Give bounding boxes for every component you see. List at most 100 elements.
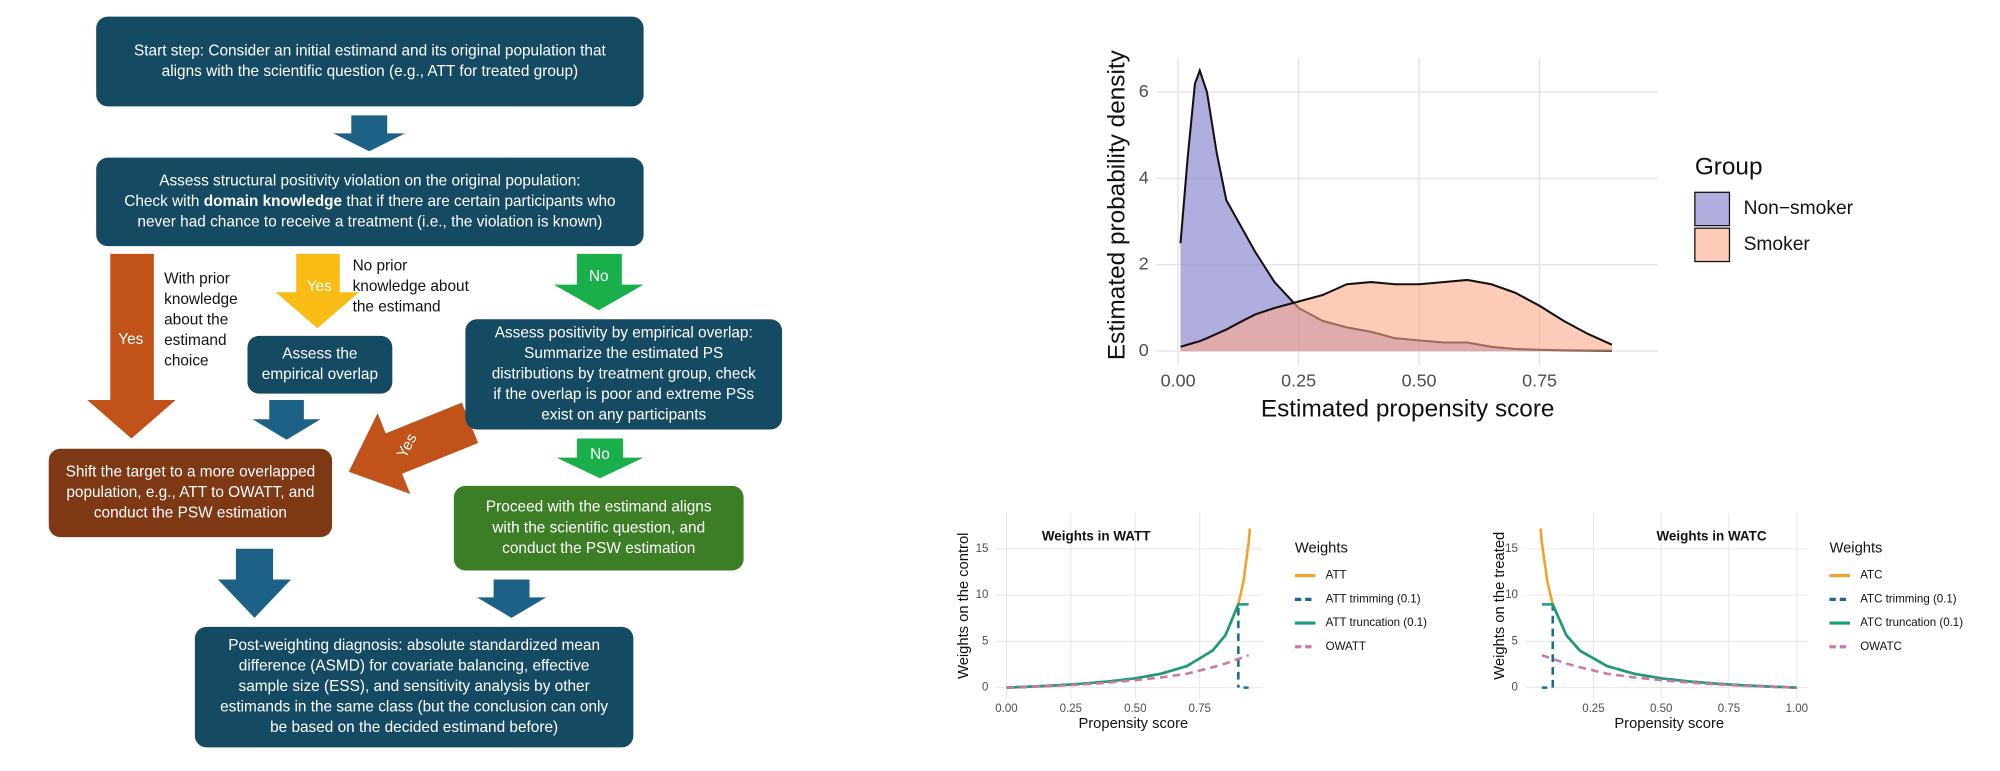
x-tick-label: 0.50: [1402, 370, 1437, 390]
density-area: [1180, 70, 1612, 352]
weight-line: [1541, 654, 1797, 689]
weight-line: [1006, 603, 1249, 689]
edge-note: knowledge: [164, 291, 238, 308]
x-tick-label: 0.25: [1060, 703, 1082, 715]
legend-key: [1694, 227, 1731, 263]
node-text: never had chance to receive a treatment …: [137, 213, 602, 230]
weight-line: [1541, 603, 1797, 689]
y-tick-label: 10: [976, 589, 989, 601]
y-tick-label: 5: [982, 635, 988, 647]
legend-label: ATC trimming (0.1): [1860, 593, 1957, 605]
legend-label: ATT trimming (0.1): [1326, 593, 1421, 605]
node-text: aligns with the scientific question (e.g…: [162, 63, 578, 80]
node-text: Post-weighting diagnosis: absolute stand…: [228, 637, 600, 654]
weight-line: [1006, 654, 1250, 689]
node-text: Summarize the estimated PS: [524, 345, 723, 362]
x-tick-label: 0.75: [1188, 703, 1210, 715]
node-text: Check with domain knowledge that if ther…: [124, 193, 615, 210]
x-tick-label: 0.50: [1650, 703, 1672, 715]
x-tick-label: 1.00: [1786, 703, 1808, 715]
y-tick-label: 0: [1139, 340, 1149, 360]
edge-note: the estimand: [353, 299, 441, 316]
legend-title: Weights: [1295, 541, 1348, 557]
node-text: conduct the PSW estimation: [94, 505, 287, 522]
edge-note: knowledge about: [353, 278, 470, 295]
arrow: [556, 438, 644, 479]
legend-label: Non−smoker: [1744, 198, 1854, 219]
edge-note: about the: [164, 312, 228, 329]
x-axis-label: Propensity score: [1614, 716, 1724, 732]
arrow: [217, 548, 292, 618]
edge-note: No prior: [353, 258, 408, 275]
legend-label: ATC: [1860, 570, 1882, 582]
x-tick-label: 0.00: [995, 703, 1017, 715]
x-axis-label: Estimated propensity score: [1261, 396, 1555, 423]
y-tick-label: 15: [1505, 543, 1518, 555]
arrow: [476, 579, 547, 618]
arrow: [252, 399, 321, 440]
x-tick-label: 0.00: [1161, 370, 1196, 390]
density-area: [1180, 279, 1612, 352]
arrow: [333, 115, 406, 152]
node-text: difference (ASMD) for covariate balancin…: [239, 658, 590, 675]
node-text: empirical overlap: [262, 366, 378, 383]
weight-line: [1006, 528, 1252, 689]
y-tick-label: 15: [976, 543, 989, 555]
node-box: [453, 485, 744, 571]
x-tick-label: 0.25: [1582, 703, 1604, 715]
node-text: conduct the PSW estimation: [502, 540, 695, 557]
node-text: Assess the: [282, 346, 357, 363]
edge-note: With prior: [164, 271, 230, 288]
legend-label: ATT truncation (0.1): [1326, 617, 1427, 629]
edge-label: No: [590, 446, 610, 463]
node-text: exist on any participants: [541, 406, 706, 423]
legend-label: ATT: [1326, 570, 1347, 582]
y-axis-label: Estimated probability density: [1103, 49, 1130, 360]
y-tick-label: 6: [1139, 81, 1149, 101]
weight-line: [1539, 528, 1797, 689]
legend-label: ATC truncation (0.1): [1860, 617, 1963, 629]
node-box: [465, 319, 783, 430]
chart-title: Weights in WATC: [1656, 529, 1766, 544]
node-text: Start step: Consider an initial estimand…: [134, 42, 607, 59]
x-tick-label: 0.75: [1522, 370, 1557, 390]
y-tick-label: 5: [1512, 635, 1518, 647]
x-tick-label: 0.75: [1718, 703, 1740, 715]
y-tick-label: 0: [982, 682, 988, 694]
y-axis-label: Weights on the control: [956, 533, 972, 679]
node-text: with the scientific question, and: [491, 519, 705, 536]
node-text: if the overlap is poor and extreme PSs: [493, 386, 754, 403]
y-tick-label: 4: [1139, 167, 1149, 187]
node-text-part: that if there are certain participants w…: [342, 193, 615, 210]
node-text: Shift the target to a more overlapped: [66, 463, 316, 480]
edge-label: Yes: [118, 331, 143, 348]
node-box: [96, 157, 644, 247]
x-tick-label: 0.25: [1281, 370, 1316, 390]
x-axis-label: Propensity score: [1078, 716, 1188, 732]
node-text: estimands in the same class (but the con…: [220, 699, 608, 716]
arrow: [275, 253, 359, 329]
node-text: be based on the decided estimand before): [270, 719, 558, 736]
y-axis-label: Weights on the treated: [1492, 532, 1508, 680]
node-box: [48, 448, 333, 538]
arrow: [87, 253, 176, 439]
y-tick-label: 0: [1512, 682, 1518, 694]
edge-label: Yes: [307, 278, 332, 295]
density-outline: [1180, 278, 1613, 348]
arrow: [553, 253, 644, 311]
diagonal-arrow: [348, 402, 479, 494]
edge-note: choice: [164, 353, 208, 370]
legend-title: Weights: [1829, 541, 1882, 557]
node-text: sample size (ESS), and sensitivity analy…: [239, 678, 590, 695]
arrow: [348, 402, 479, 494]
legend-label: OWATT: [1326, 641, 1366, 653]
node-text: distributions by treatment group, check: [492, 365, 756, 382]
y-tick-label: 2: [1139, 254, 1149, 274]
legend-key: [1694, 191, 1731, 227]
weight-line: [1541, 603, 1797, 689]
legend-label: Smoker: [1744, 234, 1811, 255]
node-text: population, e.g., ATT to OWATT, and: [66, 484, 314, 501]
node-text: Assess positivity by empirical overlap:: [495, 324, 753, 341]
chart-title: Weights in WATT: [1042, 529, 1151, 544]
node-text: Proceed with the estimand aligns: [486, 499, 712, 516]
